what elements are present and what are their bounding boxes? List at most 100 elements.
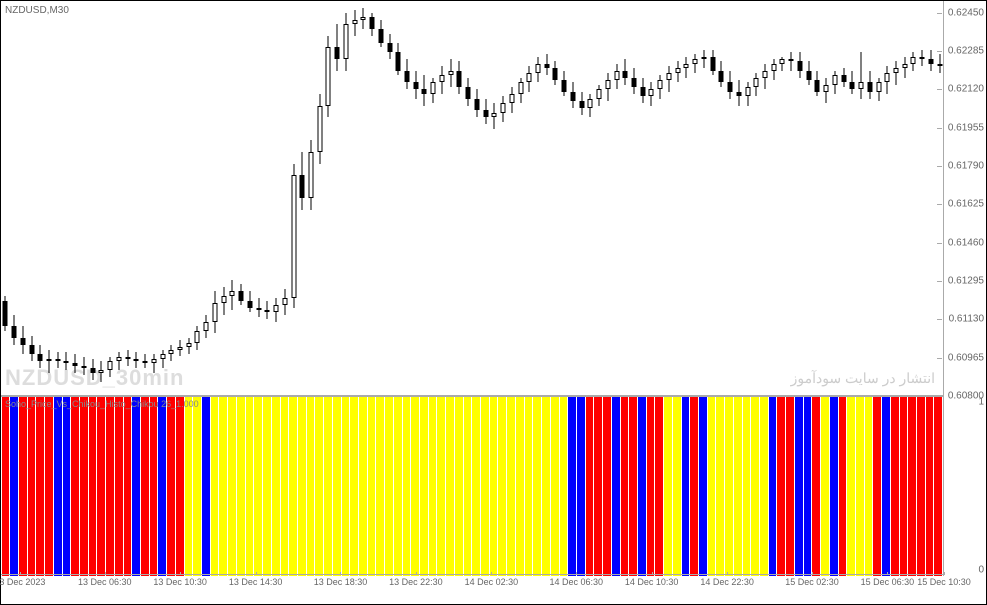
- price-tick-label: 0.62120: [948, 84, 984, 95]
- indicator-bar: [551, 397, 559, 576]
- time-tick-label: 14 Dec 22:30: [700, 577, 754, 587]
- price-tick-mark: [937, 128, 942, 129]
- time-x-axis: 13 Dec 2023 13 Dec 06:30 13 Dec 10:30 13 De…: [1, 574, 944, 604]
- time-tick-label: 14 Dec 10:30: [625, 577, 679, 587]
- indicator-bar: [926, 397, 934, 576]
- price-chart-area[interactable]: NZDUSD,M30 NZDUSD_30min انتشار در سایت س…: [1, 1, 944, 396]
- indicator-bar: [673, 397, 681, 576]
- indicator-bar: [734, 397, 742, 576]
- indicator-bar: [54, 397, 62, 576]
- price-tick-label: 0.61790: [948, 160, 984, 171]
- indicator-bar: [411, 397, 419, 576]
- indicator-bar: [464, 397, 472, 576]
- indicator-bar: [812, 397, 820, 576]
- indicator-bar: [455, 397, 463, 576]
- indicator-bar: [376, 397, 384, 576]
- price-tick-label: 0.62450: [948, 7, 984, 18]
- time-tick-label: 15 Dec 10:30: [917, 577, 971, 587]
- indicator-bar: [525, 397, 533, 576]
- indicator-bar: [603, 397, 611, 576]
- indicator-bar: [716, 397, 724, 576]
- indicator-bar: [568, 397, 576, 576]
- indicator-bar: [481, 397, 489, 576]
- indicator-bar: [158, 397, 166, 576]
- indicator-bar: [124, 397, 132, 576]
- indicator-bar: [664, 397, 672, 576]
- price-tick-mark: [937, 51, 942, 52]
- indicator-bar: [699, 397, 707, 576]
- price-tick-mark: [937, 281, 942, 282]
- indicator-bar: [821, 397, 829, 576]
- indicator-bar: [751, 397, 759, 576]
- indicator-bar: [638, 397, 646, 576]
- indicator-bar: [298, 397, 306, 576]
- indicator-bar: [45, 397, 53, 576]
- indicator-bar: [211, 397, 219, 576]
- time-tick-mark: [340, 572, 341, 575]
- indicator-bar: [621, 397, 629, 576]
- indicator-bar: [804, 397, 812, 576]
- time-tick-label: 14 Dec 06:30: [549, 577, 603, 587]
- indicator-bar: [786, 397, 794, 576]
- indicator-bar: [882, 397, 890, 576]
- time-tick-label: 13 Dec 2023: [0, 577, 45, 587]
- indicator-bar: [63, 397, 71, 576]
- indicator-bar: [629, 397, 637, 576]
- indicator-bar: [36, 397, 44, 576]
- indicator-bar: [769, 397, 777, 576]
- price-tick-mark: [937, 319, 942, 320]
- time-tick-label: 13 Dec 06:30: [78, 577, 132, 587]
- indicator-bar: [542, 397, 550, 576]
- indicator-bar: [237, 397, 245, 576]
- indicator-bar: [594, 397, 602, 576]
- indicator-bar: [655, 397, 663, 576]
- indicator-histogram: [1, 397, 943, 576]
- indicator-bar: [254, 397, 262, 576]
- indicator-bar: [873, 397, 881, 576]
- indicator-bar: [132, 397, 140, 576]
- indicator-bar: [71, 397, 79, 576]
- indicator-bar: [917, 397, 925, 576]
- indicator-bar: [97, 397, 105, 576]
- time-tick-label: 15 Dec 06:30: [861, 577, 915, 587]
- indicator-bar: [830, 397, 838, 576]
- indicator-bar: [333, 397, 341, 576]
- indicator-bar: [777, 397, 785, 576]
- time-tick-label: 13 Dec 18:30: [314, 577, 368, 587]
- indicator-bar: [315, 397, 323, 576]
- time-tick-mark: [576, 572, 577, 575]
- price-tick-mark: [937, 89, 942, 90]
- indicator-bar: [185, 397, 193, 576]
- price-tick-label: 0.61295: [948, 275, 984, 286]
- indicator-bar: [368, 397, 376, 576]
- indicator-bar: [560, 397, 568, 576]
- indicator-bar: [490, 397, 498, 576]
- price-tick-mark: [937, 358, 942, 359]
- indicator-bar: [891, 397, 899, 576]
- indicator-bar: [80, 397, 88, 576]
- indicator-bar: [281, 397, 289, 576]
- indicator-bar: [403, 397, 411, 576]
- indicator-bar: [612, 397, 620, 576]
- time-tick-mark: [652, 572, 653, 575]
- indicator-bar: [202, 397, 210, 576]
- indicator-bar: [865, 397, 873, 576]
- indicator-tick-label: 1: [978, 397, 984, 408]
- indicator-bar: [533, 397, 541, 576]
- time-tick-mark: [944, 572, 945, 575]
- indicator-bar: [89, 397, 97, 576]
- indicator-bar: [2, 397, 10, 576]
- time-tick-label: 13 Dec 10:30: [153, 577, 207, 587]
- time-tick-mark: [491, 572, 492, 575]
- indicator-bar: [385, 397, 393, 576]
- indicator-bar: [342, 397, 350, 576]
- indicator-bar: [647, 397, 655, 576]
- price-tick-mark: [937, 243, 942, 244]
- indicator-bar: [19, 397, 27, 576]
- time-tick-label: 15 Dec 02:30: [785, 577, 839, 587]
- time-tick-mark: [416, 572, 417, 575]
- indicator-bar: [743, 397, 751, 576]
- indicator-bar: [167, 397, 175, 576]
- indicator-chart-area[interactable]: Soho_Price_Vs_Chikou_Histo_Chikou 26_1.0…: [1, 396, 944, 576]
- candlestick-series: [1, 1, 943, 395]
